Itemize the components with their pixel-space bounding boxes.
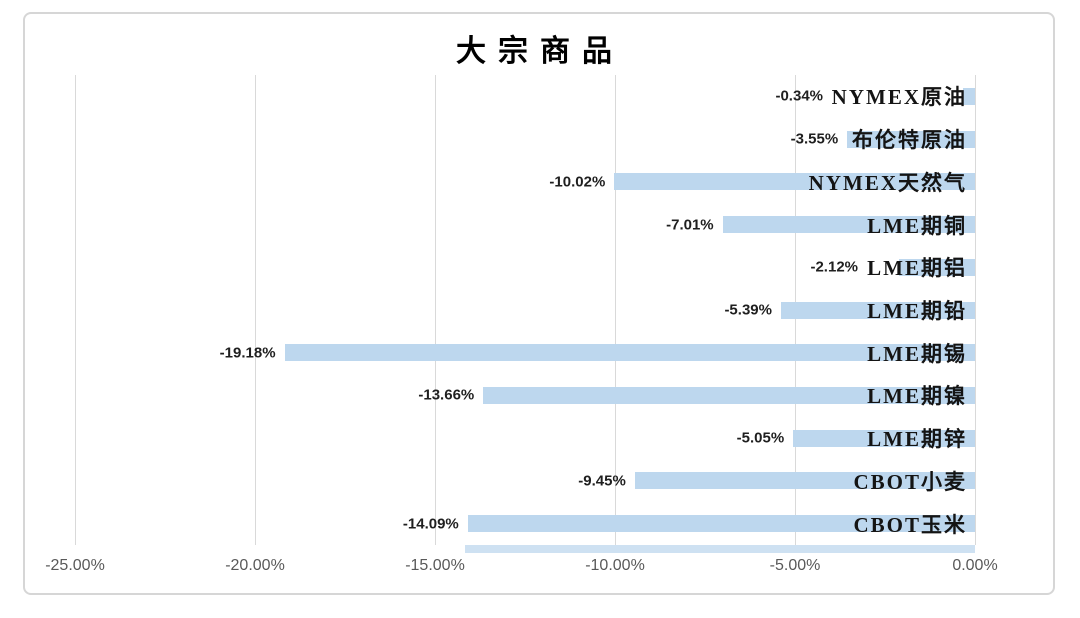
category-label: LME期锡	[867, 341, 967, 366]
bar	[467, 515, 975, 533]
bar	[898, 258, 975, 276]
bar-value-label: -0.34%	[775, 87, 823, 105]
category-label: CBOT小麦	[853, 469, 967, 494]
x-tick-label: -25.00%	[45, 557, 105, 574]
category-label: LME期锌	[867, 427, 967, 452]
category-label: LME期镍	[867, 384, 967, 409]
baseline-strip	[465, 545, 975, 553]
category-label: NYMEX天然气	[808, 170, 967, 195]
gridline	[435, 75, 436, 545]
bar	[722, 216, 975, 234]
category-label: NYMEX原油	[831, 85, 967, 110]
bar	[614, 173, 975, 191]
bar-value-label: -9.45%	[578, 472, 626, 490]
x-tick-label: -20.00%	[225, 557, 285, 574]
x-tick-label: -5.00%	[769, 557, 821, 574]
bar-value-label: -10.02%	[549, 173, 606, 191]
gridline	[75, 75, 76, 545]
x-tick-label: 0.00%	[952, 557, 998, 574]
category-label: 布伦特原油	[852, 128, 967, 153]
category-label: LME期铜	[867, 213, 967, 238]
bar	[793, 429, 975, 447]
bar-value-label: -19.18%	[219, 344, 276, 362]
bar	[780, 301, 975, 319]
bar-value-label: -5.05%	[736, 429, 785, 447]
category-label: LME期铅	[867, 299, 967, 323]
bar	[847, 130, 975, 148]
gridline	[615, 75, 616, 545]
category-label: LME期铝	[867, 256, 967, 281]
category-label: CBOT玉米	[853, 512, 967, 537]
bar	[634, 472, 975, 490]
bar	[962, 87, 975, 105]
bar-value-label: -14.09%	[402, 515, 459, 533]
bar-value-label: -13.66%	[418, 386, 475, 404]
bar-value-label: -5.39%	[724, 301, 772, 319]
x-tick-label: -10.00%	[585, 557, 645, 574]
bar	[284, 344, 975, 362]
bar-value-label: -7.01%	[666, 216, 714, 234]
chart-title: 大宗商品	[456, 35, 624, 68]
bar	[483, 386, 975, 404]
gridline	[975, 75, 976, 545]
x-tick-label: -15.00%	[405, 557, 465, 574]
gridline	[255, 75, 256, 545]
bar-value-label: -2.12%	[810, 258, 858, 276]
bar-value-label: -3.55%	[790, 130, 839, 148]
